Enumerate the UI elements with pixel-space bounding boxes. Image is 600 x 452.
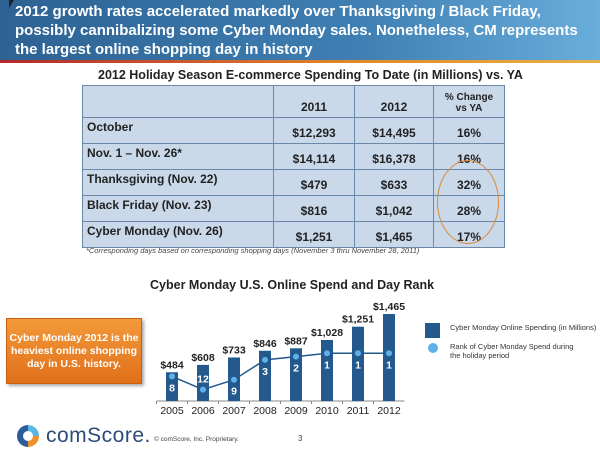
rank-label: 1 <box>324 359 330 371</box>
row-label: Cyber Monday (Nov. 26) <box>82 221 274 248</box>
x-tick-label: 2005 <box>160 405 184 417</box>
rank-line <box>171 352 389 391</box>
table-cell: $14,495 <box>354 117 434 144</box>
rank-label: 1 <box>386 359 392 371</box>
comscore-logo-icon <box>17 425 39 447</box>
legend-swatch-dot <box>428 343 438 353</box>
x-tick-label: 2008 <box>253 405 277 417</box>
highlight-ellipse <box>437 160 499 244</box>
bar-label: $608 <box>191 352 215 364</box>
rank-point <box>200 386 206 393</box>
bar <box>290 348 302 401</box>
table-cell: $1,251 <box>273 221 355 248</box>
bar <box>166 372 178 401</box>
x-tick-label: 2009 <box>284 405 308 417</box>
bar <box>321 339 333 401</box>
header-divider <box>0 60 600 63</box>
comscore-logo: comScore. <box>16 424 151 448</box>
table-cell: $1,042 <box>354 195 434 222</box>
x-tick-label: 2006 <box>191 405 215 417</box>
legend-swatch-bar <box>425 323 440 338</box>
x-tick-label: 2011 <box>347 405 370 417</box>
page-number: 3 <box>298 434 303 443</box>
rank-point <box>169 373 175 380</box>
bar <box>197 364 209 401</box>
bar <box>259 350 271 401</box>
bar-label: $484 <box>160 359 184 371</box>
table-title: 2012 Holiday Season E-commerce Spending … <box>98 68 523 82</box>
x-tick-label: 2012 <box>377 405 401 417</box>
rank-label: 9 <box>231 386 237 398</box>
bar <box>383 314 395 401</box>
callout-box: Cyber Monday 2012 is the heaviest online… <box>6 318 142 384</box>
legend-item-rank: Rank of Cyber Monday Spend during the ho… <box>425 342 590 360</box>
rank-point <box>262 356 268 363</box>
bar-label: $1,251 <box>342 314 374 326</box>
rank-label: 1 <box>355 359 361 371</box>
table-row: Black Friday (Nov. 23) $816 $1,042 28% <box>82 195 505 222</box>
rank-point <box>386 350 392 357</box>
table-cell: $479 <box>273 169 355 196</box>
table-cell: $12,293 <box>273 117 355 144</box>
bar-label: $1,028 <box>311 327 343 339</box>
table-header: 2011 <box>273 85 355 118</box>
legend-item-spend: Cyber Monday Online Spending (in Million… <box>425 323 596 338</box>
table-cell: $1,465 <box>354 221 434 248</box>
chart-title: Cyber Monday U.S. Online Spend and Day R… <box>150 278 435 292</box>
legend-label: Cyber Monday Online Spending (in Million… <box>450 323 597 332</box>
mouse-cursor-icon <box>9 0 14 8</box>
rank-point <box>324 350 330 357</box>
table-header-blank <box>82 85 274 118</box>
bar-label: $846 <box>253 338 277 350</box>
callout-text: Cyber Monday 2012 is the heaviest online… <box>9 331 139 370</box>
header-banner <box>0 0 600 60</box>
table-footnote: *Corresponding days based on correspondi… <box>86 246 420 255</box>
x-tick-label: 2007 <box>222 405 246 417</box>
bar-label: $887 <box>284 335 308 347</box>
logo-text: comScore. <box>46 424 151 447</box>
table-cell: $16,378 <box>354 143 434 170</box>
row-label: Black Friday (Nov. 23) <box>82 195 274 222</box>
copyright: © comScore, Inc. Proprietary. <box>154 436 239 443</box>
rank-label: 2 <box>293 363 299 375</box>
rank-point <box>293 353 299 360</box>
rank-label: 8 <box>169 382 175 394</box>
bar <box>352 326 364 401</box>
table-header: % Change vs YA <box>433 85 505 118</box>
table-cell: $14,114 <box>273 143 355 170</box>
table-cell: $633 <box>354 169 434 196</box>
rank-point <box>355 350 361 357</box>
rank-label: 12 <box>197 374 209 386</box>
slide-title: 2012 growth rates accelerated markedly o… <box>15 3 578 58</box>
row-label: October <box>82 117 274 144</box>
legend-label: Rank of Cyber Monday Spend during the ho… <box>450 342 574 360</box>
bar-label: $1,465 <box>373 301 405 313</box>
bar-label: $733 <box>222 344 246 356</box>
x-tick-label: 2010 <box>315 405 339 417</box>
rank-label: 3 <box>262 366 268 378</box>
rank-point <box>231 376 237 383</box>
